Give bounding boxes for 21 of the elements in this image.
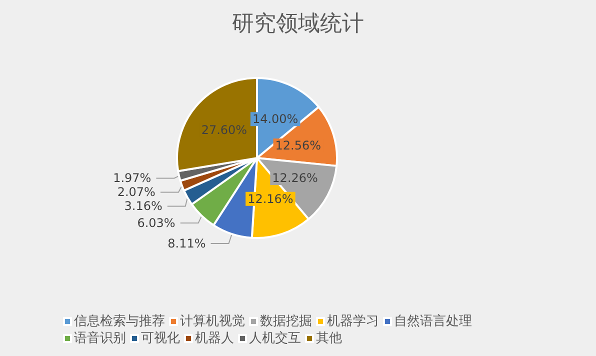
data-label: 27.60% (201, 123, 248, 138)
legend-label: 人机交互 (249, 330, 301, 346)
chart-title: 研究领域统计 (232, 12, 364, 36)
legend-label: 机器人 (195, 331, 234, 346)
data-label: 3.16% (124, 199, 162, 214)
data-label: 2.07% (117, 185, 156, 200)
legend-label: 信息检索与推荐 (74, 314, 165, 329)
data-label: 1.97% (113, 171, 152, 186)
data-label: 12.16% (248, 192, 294, 206)
data-label: 12.56% (275, 138, 322, 152)
legend-label: 语音识别 (74, 331, 126, 346)
legend-label: 计算机视觉 (180, 314, 245, 329)
legend-label: 机器学习 (327, 314, 379, 329)
legend-label: 其他 (316, 331, 342, 346)
data-label: 8.11% (168, 236, 206, 250)
legend-label: 数据挖掘 (260, 314, 312, 329)
legend-label: 自然语言处理 (394, 313, 472, 329)
data-label: 6.03% (137, 216, 176, 230)
data-label: 14.00% (252, 112, 298, 126)
legend-label: 可视化 (141, 331, 180, 346)
data-label: 12.26% (272, 171, 318, 186)
